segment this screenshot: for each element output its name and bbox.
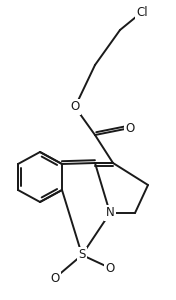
Text: Cl: Cl — [136, 5, 148, 19]
Text: O: O — [125, 122, 135, 134]
Text: O: O — [105, 262, 115, 275]
Text: S: S — [78, 248, 86, 262]
Text: N: N — [106, 206, 114, 220]
Text: O: O — [70, 100, 80, 113]
Text: O: O — [50, 272, 60, 284]
